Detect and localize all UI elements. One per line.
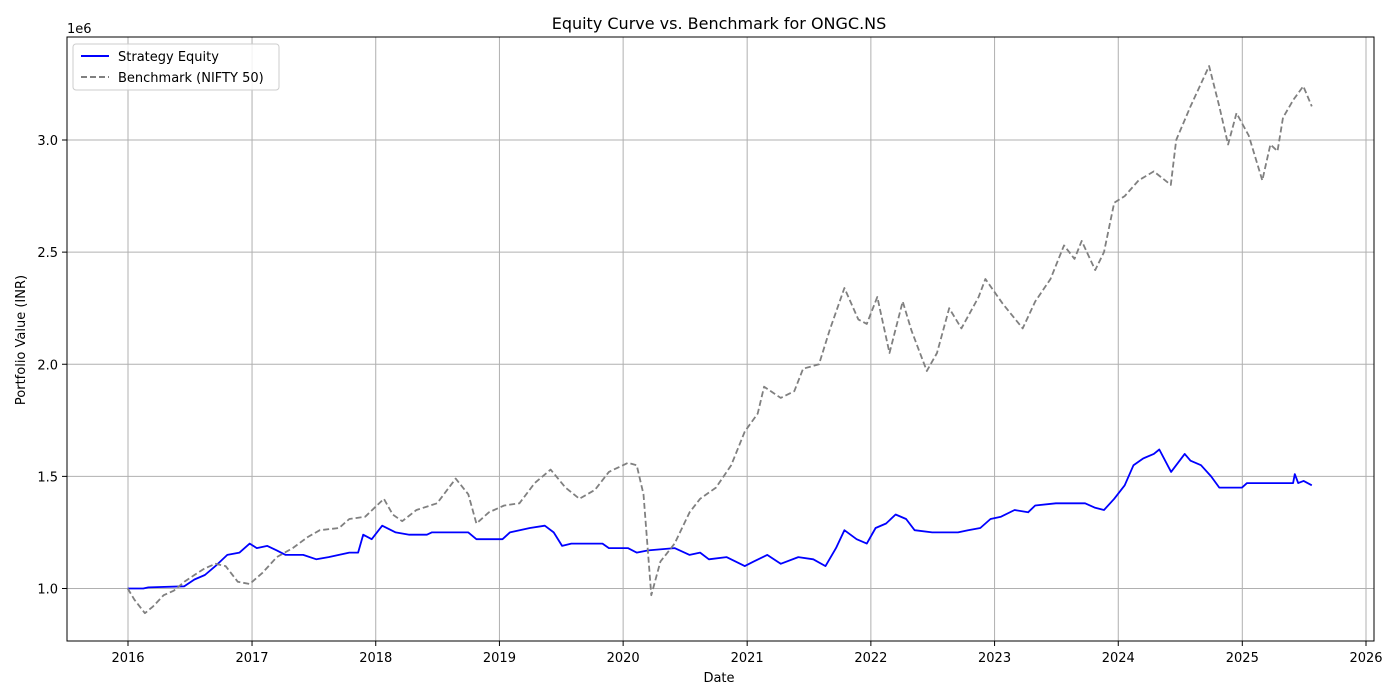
y-tick-label: 1.5 [37, 470, 58, 485]
x-tick-label: 2025 [1226, 651, 1259, 666]
plot-frame [66, 36, 1375, 642]
y-tick-label: 2.0 [37, 358, 58, 373]
y-tick-label: 1.0 [37, 583, 58, 598]
grid [67, 37, 1374, 641]
chart-title: Equity Curve vs. Benchmark for ONGC.NS [552, 14, 887, 33]
y-axis-title: Portfolio Value (INR) [14, 275, 29, 405]
legend-label-strategy: Strategy Equity [118, 50, 219, 65]
legend-label-benchmark: Benchmark (NIFTY 50) [118, 71, 264, 86]
x-tick-label: 2021 [731, 651, 764, 666]
y-tick-label: 3.0 [37, 134, 58, 149]
ticks: 2016 2017 2018 2019 2020 2021 2022 2023 2024 2025… [37, 134, 1382, 666]
series-line-benchmark [126, 65, 1313, 615]
x-tick-label: 2020 [607, 651, 640, 666]
x-tick-label: 2019 [483, 651, 516, 666]
x-axis-title: Date [703, 671, 734, 686]
series-line-strategy [127, 448, 1313, 590]
series-layer [126, 65, 1313, 615]
x-tick-label: 2023 [978, 651, 1011, 666]
x-tick-label: 2018 [359, 651, 392, 666]
y-multiplier-label: 1e6 [67, 22, 92, 37]
legend: Strategy Equity Benchmark (NIFTY 50) [72, 43, 280, 91]
legend-box [72, 43, 280, 91]
y-tick-label: 2.5 [37, 246, 58, 261]
x-tick-label: 2026 [1349, 651, 1382, 666]
x-tick-label: 2017 [235, 651, 268, 666]
x-tick-label: 2016 [111, 651, 144, 666]
x-tick-label: 2022 [854, 651, 887, 666]
x-tick-label: 2024 [1102, 651, 1135, 666]
